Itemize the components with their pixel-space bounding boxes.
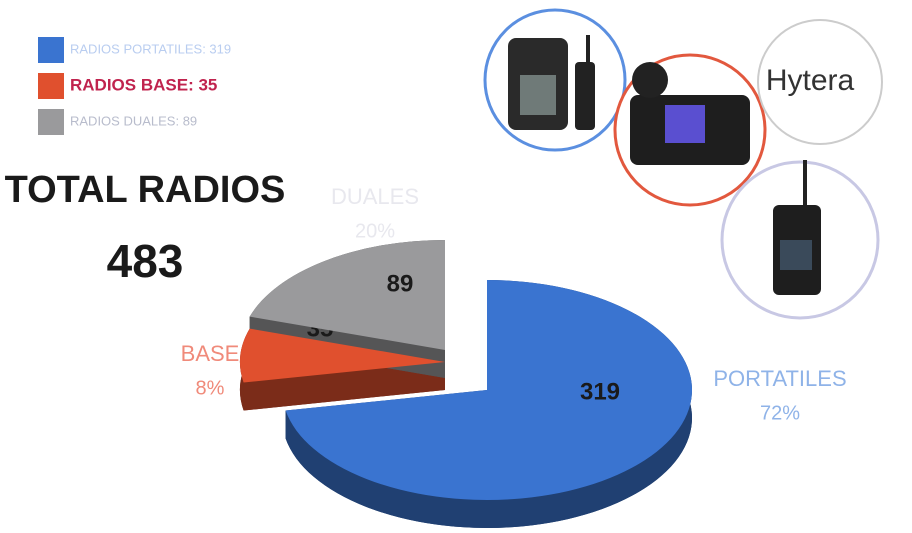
category-label: PORTATILES [713,366,846,391]
legend: RADIOS PORTATILES: 319 RADIOS BASE: 35 RAD… [38,37,231,135]
device-screen [520,75,556,115]
legend-label: RADIOS DUALES: 89 [70,113,197,128]
category-label: BASE [181,341,240,366]
percent-label: 72% [760,402,800,424]
slice-value: 319 [580,378,620,405]
pie-slice [240,328,445,383]
device [575,62,595,130]
legend-label: RADIOS PORTATILES: 319 [70,41,231,56]
microphone [632,62,668,98]
logo-circle [757,19,883,145]
legend-swatch [38,37,64,63]
slice-value: 89 [387,270,414,297]
product-images: Hytera [483,8,883,320]
total-title: TOTAL RADIOS [5,169,286,211]
device-screen [665,105,705,143]
percent-label: 20% [355,220,395,242]
total-value: 483 [107,235,184,287]
legend-swatch [38,109,64,135]
device-screen [780,240,812,270]
percent-label: 8% [196,377,225,399]
logo: Hytera [766,64,855,97]
legend-label: RADIOS BASE: 35 [70,75,217,94]
pie-slice [249,240,445,350]
category-label: DUALES [331,184,419,209]
legend-swatch [38,73,64,99]
pie-slice [285,280,692,500]
